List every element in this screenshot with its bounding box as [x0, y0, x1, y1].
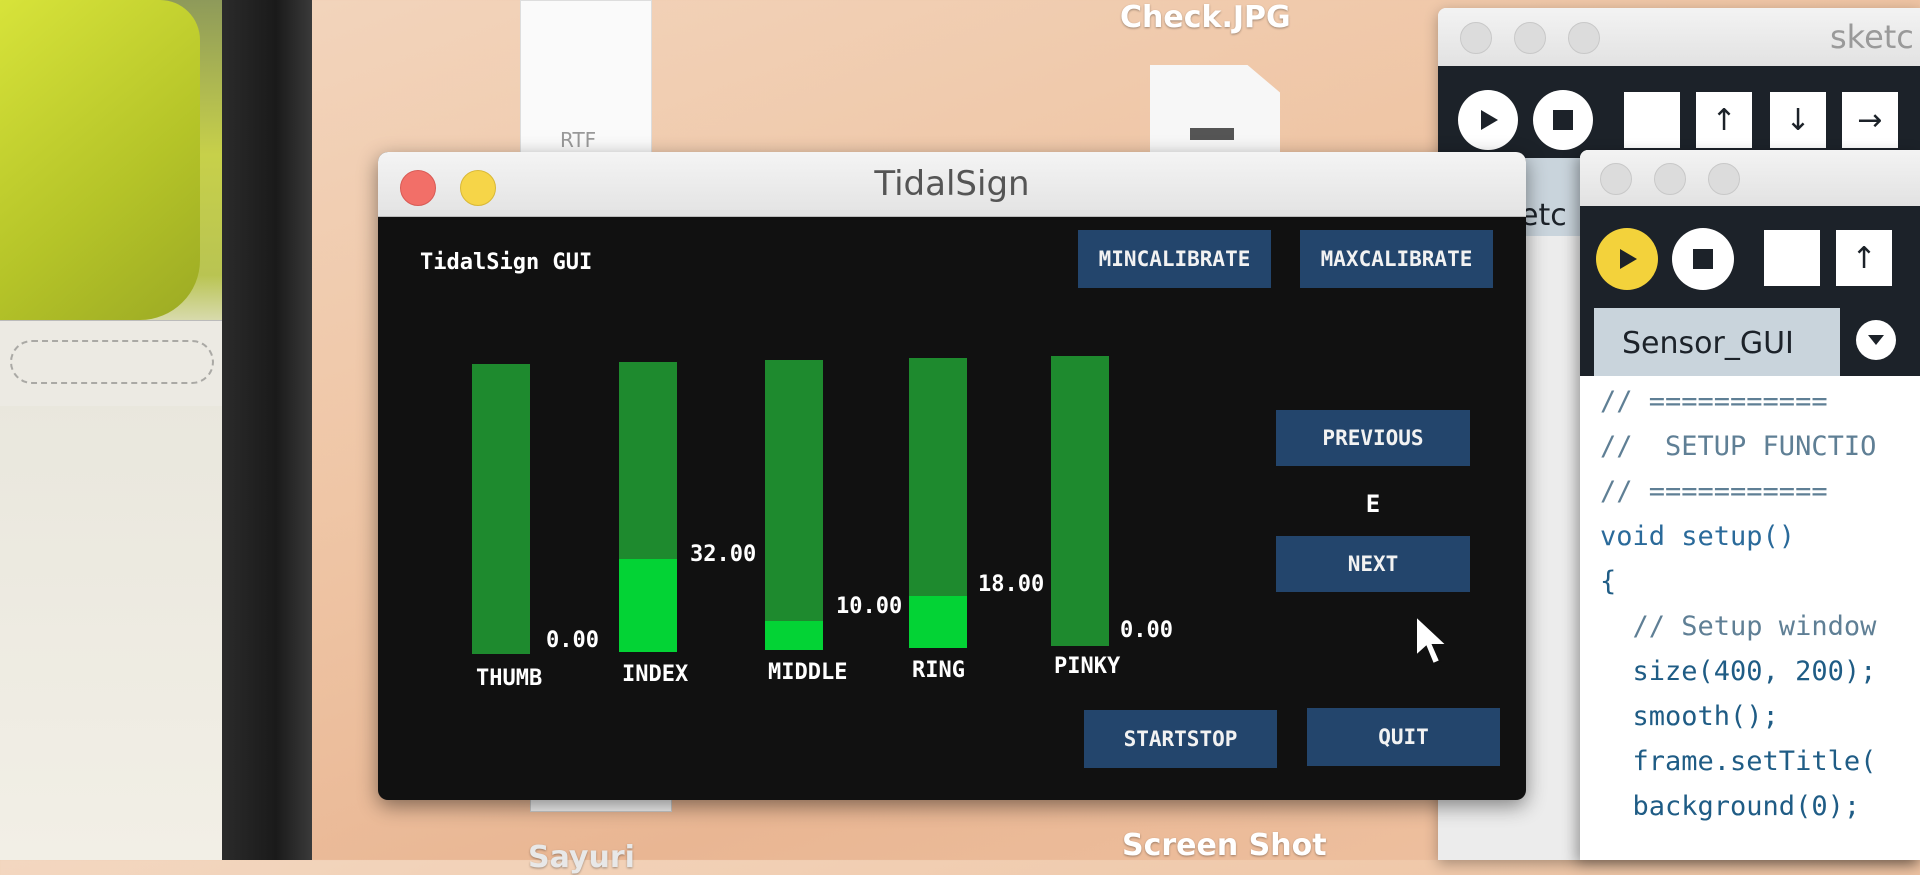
code-line[interactable]: smooth(); — [1600, 701, 1779, 732]
close-icon[interactable] — [400, 170, 436, 206]
dropdown-icon[interactable] — [1856, 320, 1896, 360]
document-file-glyph — [1190, 128, 1234, 140]
tidalsign-window[interactable]: TidalSign TidalSign GUI MINCALIBRATE MAX… — [378, 152, 1526, 800]
open-icon[interactable]: ↑ — [1836, 230, 1892, 286]
ring-value: 18.00 — [978, 572, 1045, 597]
sensor-gui-tab-label: Sensor_GUI — [1622, 326, 1794, 361]
code-line[interactable]: // =========== — [1600, 386, 1828, 417]
ring-sensor-fill — [909, 595, 967, 648]
ring-label: RING — [912, 658, 965, 683]
traffic-light[interactable] — [1600, 163, 1632, 195]
code-line[interactable]: { — [1600, 566, 1617, 597]
run-icon[interactable] — [1458, 90, 1518, 150]
max-calibrate-button[interactable]: MAXCALIBRATE — [1300, 230, 1493, 288]
code-line[interactable]: background(0); — [1600, 791, 1861, 822]
paper-sketch — [10, 340, 214, 384]
window-titlebar — [378, 152, 1526, 217]
cursor-icon — [1414, 613, 1450, 672]
index-sensor-fill — [619, 559, 677, 652]
new-icon[interactable] — [1764, 230, 1820, 286]
thumb-sensor-bar — [472, 364, 530, 654]
monitor-bezel — [222, 0, 312, 860]
middle-value: 10.00 — [836, 594, 903, 619]
code-line[interactable]: // SETUP FUNCTIO — [1600, 431, 1877, 462]
open-icon[interactable]: ↑ — [1696, 92, 1752, 148]
pinky-value: 0.00 — [1120, 618, 1173, 643]
middle-sensor-bar — [765, 360, 823, 650]
current-letter: E — [1365, 490, 1381, 518]
thumb-value: 0.00 — [546, 628, 599, 653]
traffic-light[interactable] — [1708, 163, 1740, 195]
pinky-label: PINKY — [1054, 654, 1121, 679]
screen-shot-label[interactable]: Screen Shot — [1122, 828, 1327, 863]
rtf-file-label: RTF — [560, 128, 597, 152]
previous-button[interactable]: PREVIOUS — [1276, 410, 1470, 466]
thumb-label: THUMB — [476, 666, 543, 691]
traffic-light[interactable] — [1568, 22, 1600, 54]
save-icon[interactable]: ↓ — [1770, 92, 1826, 148]
middle-sensor-fill — [765, 621, 823, 650]
pinky-sensor-bar — [1051, 356, 1109, 646]
traffic-light[interactable] — [1460, 22, 1492, 54]
ide-front-tab[interactable] — [1594, 308, 1840, 376]
min-calibrate-button[interactable]: MINCALIBRATE — [1078, 230, 1271, 288]
ring-sensor-bar — [909, 358, 967, 648]
index-sensor-bar — [619, 362, 677, 652]
check-jpg-label[interactable]: Check.JPG — [1120, 0, 1291, 35]
start-stop-button[interactable]: STARTSTOP — [1084, 710, 1277, 768]
stop-icon[interactable] — [1533, 90, 1593, 150]
code-line[interactable]: // =========== — [1600, 476, 1828, 507]
code-line[interactable]: frame.setTitle( — [1600, 746, 1877, 777]
ide-front-window[interactable]: ↑ Sensor_GUI // =========== // SETUP FUNC… — [1580, 150, 1920, 860]
export-icon[interactable]: → — [1842, 92, 1898, 148]
code-line[interactable]: size(400, 200); — [1600, 656, 1877, 687]
run-icon[interactable] — [1596, 228, 1658, 290]
index-value: 32.00 — [690, 542, 757, 567]
new-icon[interactable] — [1624, 92, 1680, 148]
code-line[interactable]: // Setup window — [1600, 611, 1877, 642]
sayuri-label[interactable]: Sayuri — [528, 840, 635, 875]
stop-icon[interactable] — [1672, 228, 1734, 290]
next-button[interactable]: NEXT — [1276, 536, 1470, 592]
gui-title: TidalSign GUI — [420, 250, 593, 275]
yellow-jacket-photo — [0, 0, 200, 320]
ide-back-tab-label: etc — [1520, 198, 1567, 233]
code-editor[interactable]: // =========== // SETUP FUNCTIO // =======… — [1580, 376, 1920, 860]
traffic-light[interactable] — [1654, 163, 1686, 195]
code-line[interactable]: void setup() — [1600, 521, 1796, 552]
minimize-icon[interactable] — [460, 170, 496, 206]
ide-back-title: sketc — [1830, 18, 1914, 56]
index-label: INDEX — [622, 662, 689, 687]
ide-front-titlebar — [1580, 150, 1920, 206]
middle-label: MIDDLE — [768, 660, 848, 685]
traffic-light[interactable] — [1514, 22, 1546, 54]
quit-button[interactable]: QUIT — [1307, 708, 1500, 766]
window-title: TidalSign — [874, 164, 1030, 204]
